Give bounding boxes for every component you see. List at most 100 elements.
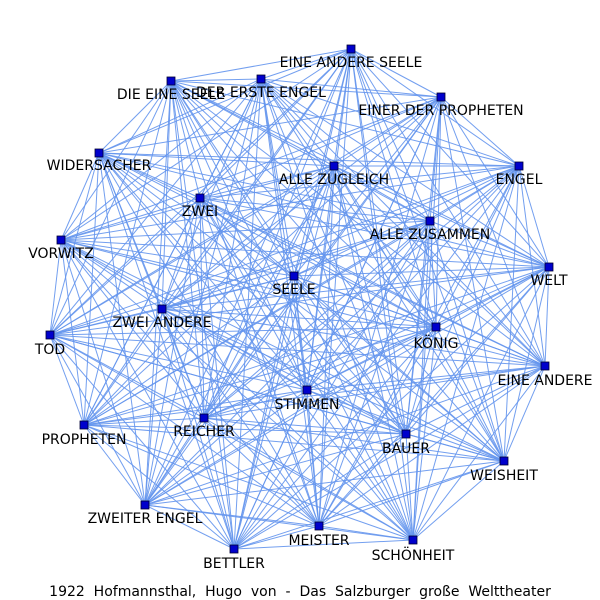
node-label-weisheit: WEISHEIT bbox=[470, 468, 538, 484]
edge-eine-andere-seele-reicher bbox=[203, 48, 352, 419]
edge-der-erste-engel-welt bbox=[260, 78, 550, 268]
edge-zwei-meister bbox=[199, 197, 320, 527]
node-vorwitz bbox=[56, 235, 66, 245]
edge-bauer-meister bbox=[318, 433, 407, 527]
node-engel bbox=[514, 161, 524, 171]
edge-die-eine-seele-tod bbox=[49, 80, 172, 336]
edge-eine-andere-stimmen bbox=[306, 365, 546, 391]
edge-eine-andere-bauer bbox=[405, 365, 546, 435]
node-label-bettler: BETTLER bbox=[203, 556, 265, 572]
edge-welt-weisheit bbox=[503, 266, 550, 462]
edge-zwei-weisheit bbox=[199, 197, 505, 462]
edge-zwei-stimmen bbox=[199, 197, 308, 391]
edge-zwei-welt bbox=[199, 197, 550, 268]
edge-die-eine-seele-stimmen bbox=[170, 80, 308, 391]
edge-alle-zusammen-koenig bbox=[429, 220, 437, 328]
edge-zwei-tod bbox=[49, 197, 201, 336]
node-der-erste-engel bbox=[256, 74, 266, 84]
node-zweiter-engel bbox=[140, 500, 150, 510]
node-tod bbox=[45, 330, 55, 340]
node-label-die-eine-seele: DIE EINE SEELE bbox=[117, 87, 225, 103]
edge-seele-propheten bbox=[83, 275, 295, 426]
edge-bauer-schoenheit bbox=[405, 433, 414, 541]
edge-alle-zugleich-reicher bbox=[203, 165, 335, 419]
edge-engel-reicher bbox=[203, 165, 520, 419]
edge-widersacher-eine-andere bbox=[98, 152, 546, 367]
node-label-eine-andere-seele: EINE ANDERE SEELE bbox=[280, 55, 423, 71]
edge-weisheit-zweiter-engel bbox=[144, 460, 505, 506]
edge-einer-der-propheten-schoenheit bbox=[412, 96, 442, 541]
edge-layer bbox=[49, 48, 550, 550]
node-label-welt: WELT bbox=[530, 273, 568, 289]
edge-stimmen-propheten bbox=[83, 389, 308, 426]
edge-reicher-bauer bbox=[203, 417, 407, 435]
edge-zwei-andere-bettler bbox=[161, 308, 235, 550]
node-alle-zugleich bbox=[329, 161, 339, 171]
edge-tod-eine-andere bbox=[49, 334, 546, 367]
edge-zwei-reicher bbox=[199, 197, 205, 419]
edge-der-erste-engel-weisheit bbox=[260, 78, 505, 462]
edge-eine-andere-seele-meister bbox=[318, 48, 352, 527]
edge-eine-andere-reicher bbox=[203, 365, 546, 419]
edge-eine-andere-seele-zweiter-engel bbox=[144, 48, 352, 506]
edge-vorwitz-bauer bbox=[60, 239, 407, 435]
edge-eine-andere-seele-engel bbox=[350, 48, 520, 167]
edge-der-erste-engel-alle-zugleich bbox=[260, 78, 335, 167]
edge-eine-andere-seele-einer-der-propheten bbox=[350, 48, 442, 98]
edge-der-erste-engel-vorwitz bbox=[60, 78, 262, 241]
edge-koenig-bettler bbox=[233, 326, 437, 550]
edge-widersacher-bettler bbox=[98, 152, 235, 550]
edge-widersacher-stimmen bbox=[98, 152, 308, 391]
edge-widersacher-schoenheit bbox=[98, 152, 414, 541]
edge-bauer-bettler bbox=[233, 433, 407, 550]
edge-widersacher-vorwitz bbox=[60, 152, 100, 241]
edge-reicher-meister bbox=[203, 417, 320, 527]
edge-vorwitz-reicher bbox=[60, 239, 205, 419]
node-label-reicher: REICHER bbox=[173, 424, 235, 440]
edge-einer-der-propheten-eine-andere bbox=[440, 96, 546, 367]
edge-die-eine-seele-zweiter-engel bbox=[144, 80, 172, 506]
edge-engel-weisheit bbox=[503, 165, 520, 462]
node-reicher bbox=[199, 413, 209, 423]
edge-tod-stimmen bbox=[49, 334, 308, 391]
edge-engel-tod bbox=[49, 165, 520, 336]
edge-widersacher-propheten bbox=[83, 152, 100, 426]
edge-der-erste-engel-zweiter-engel bbox=[144, 78, 262, 506]
edge-koenig-reicher bbox=[203, 326, 437, 419]
edge-alle-zusammen-welt bbox=[429, 220, 550, 268]
node-einer-der-propheten bbox=[436, 92, 446, 102]
edge-stimmen-bettler bbox=[233, 389, 308, 550]
edge-stimmen-weisheit bbox=[306, 389, 505, 462]
edge-einer-der-propheten-koenig bbox=[435, 96, 442, 328]
edge-der-erste-engel-tod bbox=[49, 78, 262, 336]
edge-koenig-propheten bbox=[83, 326, 437, 426]
edge-alle-zugleich-weisheit bbox=[333, 165, 505, 462]
edge-meister-bettler bbox=[233, 525, 320, 550]
node-label-koenig: KÖNIG bbox=[414, 334, 459, 352]
edge-propheten-zweiter-engel bbox=[83, 424, 146, 506]
edge-eine-andere-propheten bbox=[83, 365, 546, 426]
figure-caption: 1922 Hofmannsthal, Hugo von - Das Salzbu… bbox=[49, 584, 551, 600]
node-zwei bbox=[195, 193, 205, 203]
edge-alle-zusammen-zweiter-engel bbox=[144, 220, 431, 506]
node-label-engel: ENGEL bbox=[496, 172, 543, 188]
edge-koenig-schoenheit bbox=[412, 326, 437, 541]
edge-eine-andere-meister bbox=[318, 365, 546, 527]
edge-eine-andere-seele-der-erste-engel bbox=[260, 48, 352, 80]
edge-zwei-andere-meister bbox=[161, 308, 320, 527]
edge-welt-tod bbox=[49, 266, 550, 336]
edge-seele-bettler bbox=[233, 275, 295, 550]
edge-zweiter-engel-schoenheit bbox=[144, 504, 414, 541]
node-eine-andere bbox=[540, 361, 550, 371]
edge-zwei-eine-andere bbox=[199, 197, 546, 367]
node-label-zwei: ZWEI bbox=[182, 204, 218, 220]
edge-alle-zusammen-vorwitz bbox=[60, 220, 431, 241]
edge-vorwitz-schoenheit bbox=[60, 239, 414, 541]
edge-zwei-schoenheit bbox=[199, 197, 414, 541]
edge-engel-koenig bbox=[435, 165, 520, 328]
edge-koenig-bauer bbox=[405, 326, 437, 435]
edge-engel-seele bbox=[293, 165, 520, 277]
edge-weisheit-schoenheit bbox=[412, 460, 505, 541]
edge-zwei-andere-koenig bbox=[161, 308, 437, 328]
